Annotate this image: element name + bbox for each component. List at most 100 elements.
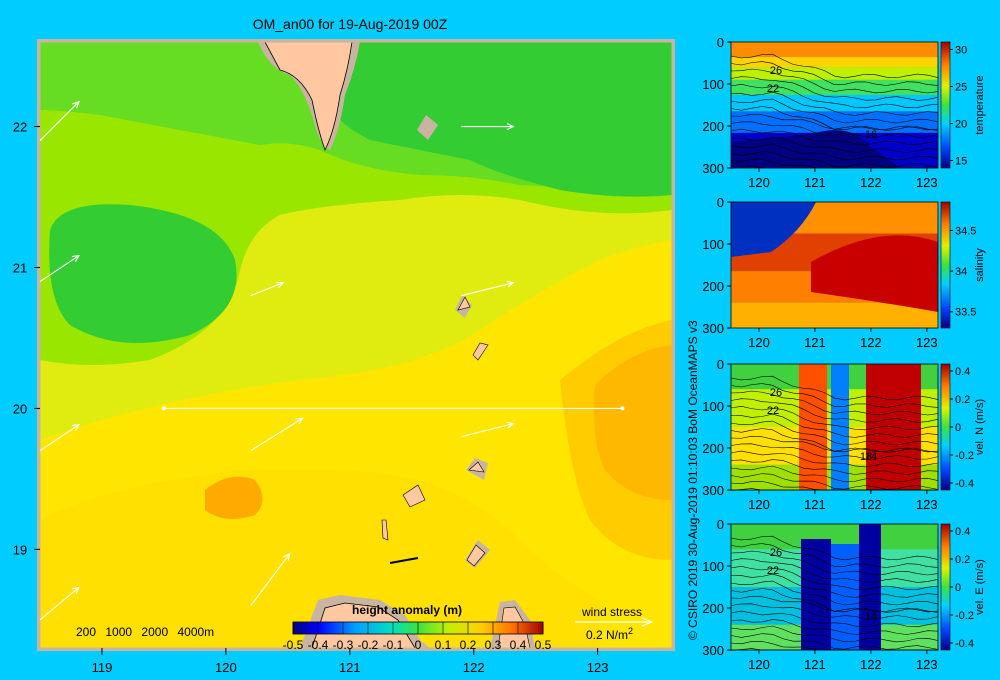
x-tick-label: 122 [860, 335, 882, 350]
colorbar-tick-label: 34 [955, 266, 967, 278]
wind-vector-head [72, 586, 80, 594]
section-band [731, 57, 938, 68]
x-tick-label: 120 [748, 497, 770, 512]
wind-vector-head [283, 552, 291, 561]
y-tick-label: 200 [702, 601, 724, 616]
contour-line [730, 375, 939, 401]
x-tick-label: 123 [916, 175, 938, 190]
wind-vectors [39, 100, 515, 621]
y-tick-label: 300 [702, 161, 724, 176]
colorbar-tick-label: 0.3 [485, 638, 502, 652]
contour-line [730, 580, 939, 606]
wind-vector [39, 424, 80, 452]
contour-label: 14 [865, 451, 877, 463]
colorbar-tick-label: 0 [955, 582, 961, 594]
x-tick-label: 123 [916, 335, 938, 350]
contour-line [730, 398, 939, 423]
contour-line [730, 535, 939, 561]
scale-item: 200 [76, 625, 97, 639]
colorbar-tick-label: -0.1 [383, 638, 404, 652]
contour-label: 22 [767, 565, 779, 577]
colorbar-tick-label: 0.2 [955, 394, 970, 406]
x-tick-label: 122 [860, 175, 882, 190]
wind-vector-head [276, 281, 285, 289]
contour-line [730, 91, 939, 116]
section-band [731, 202, 816, 257]
contour-label: 26 [770, 547, 782, 559]
section-band [811, 235, 938, 312]
contour-line [730, 413, 939, 438]
copyright-text: © CSIRO 2019 30-Aug-2019 01:10:03 BoM Oc… [686, 320, 700, 640]
contour-line [730, 566, 939, 591]
colorbar-tick-label: -0.4 [955, 478, 974, 490]
wind-vector-head [506, 123, 515, 131]
colorbar-tick-label: 0.2 [955, 554, 970, 566]
wind-vector [250, 553, 291, 607]
contour-line [730, 128, 939, 146]
section-band [731, 42, 938, 58]
contour-label: 26 [770, 387, 782, 399]
contour-label: 16 [865, 129, 877, 141]
contour-line [730, 390, 939, 416]
x-tick-label: 122 [860, 497, 882, 512]
section-frame [730, 41, 939, 169]
wind-vector-head [295, 417, 304, 425]
colorbar-tick-label: 0 [415, 638, 422, 652]
scale-item: 2000 [141, 625, 169, 639]
section-frame [730, 363, 939, 491]
contour-line [730, 543, 939, 568]
x-tick-label: 121 [804, 335, 826, 350]
contour-label: 18 [860, 451, 872, 463]
contour-label: 22 [767, 405, 779, 417]
y-tick-label: 22 [13, 120, 27, 135]
colorbar-label: salinity [974, 248, 986, 282]
contour-line [730, 588, 939, 613]
colorbar-tick-label: -0.4 [308, 638, 329, 652]
section-panels: 26 22 16 0 100 200 300 120 121 122 123 30 25 20 15 temp… [702, 35, 986, 672]
contour-line [730, 550, 939, 576]
contour-line [730, 603, 939, 620]
wind-vector-head [71, 423, 81, 431]
colorbar-tick-label: 0.4 [955, 366, 970, 378]
colorbar-tick-label: 0 [955, 422, 961, 434]
wind-vector [250, 417, 303, 452]
y-tick-label: 0 [717, 357, 724, 372]
section-colorbar [940, 201, 951, 329]
x-tick-label: 120 [748, 175, 770, 190]
contour-line [730, 573, 939, 598]
y-tick-label: 19 [13, 542, 27, 557]
colorbar-tick-label: 0.2 [460, 638, 477, 652]
section-end [620, 406, 625, 411]
contour-line [730, 61, 939, 86]
wind-vector-head [72, 100, 80, 109]
colorbar-tick-label: 33.5 [955, 307, 976, 319]
contour-line [730, 420, 939, 446]
section-colorbar [940, 363, 951, 491]
contour-line [730, 84, 939, 109]
x-tick-label: 123 [916, 497, 938, 512]
x-tick-label: 121 [339, 660, 361, 675]
contour-line [730, 443, 939, 460]
colorbar-tick-label: -0.3 [333, 638, 354, 652]
section-colorbar [940, 523, 951, 651]
x-tick-label: 121 [804, 497, 826, 512]
height-colorbar-ticks: -0.5 -0.4 -0.3 -0.2 -0.1 0 0.1 0.2 0.3 0.4 0.5 [283, 622, 552, 652]
section-band [731, 67, 938, 80]
wind-vector [461, 423, 514, 438]
y-tick-label: 100 [702, 559, 724, 574]
wind-vector [461, 282, 514, 297]
contour-line [730, 68, 939, 94]
x-tick-label: 121 [804, 657, 826, 672]
section-frame [730, 523, 939, 651]
y-tick-label: 300 [702, 643, 724, 658]
wind-legend-title: wind stress [582, 605, 643, 619]
contour-line [730, 465, 939, 483]
y-tick-label: 200 [702, 119, 724, 134]
y-tick-label: 200 [702, 279, 724, 294]
y-tick-label: 200 [702, 441, 724, 456]
contour-line [730, 113, 939, 131]
colorbar-tick-label: -0.5 [283, 638, 304, 652]
y-tick-label: 100 [702, 77, 724, 92]
